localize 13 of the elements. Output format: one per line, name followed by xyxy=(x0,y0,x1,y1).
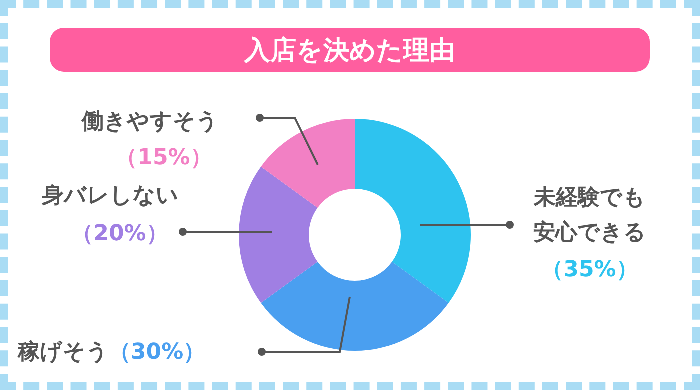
slice-label: 働きやすそう xyxy=(81,110,219,134)
slice-label: 未経験でも安心できる xyxy=(533,186,646,246)
slice-label: 稼げそう xyxy=(17,340,109,364)
data-label: （35%） xyxy=(542,258,638,282)
donut-slice xyxy=(355,119,471,304)
donut-slice xyxy=(239,166,318,304)
data-label: （30%） xyxy=(109,340,206,364)
chart-title: 入店を決めた理由 xyxy=(50,28,650,72)
slice-label: 身バレしない xyxy=(41,184,179,208)
data-label: （20%） xyxy=(72,222,168,246)
donut-slice xyxy=(261,262,449,351)
data-label: （15%） xyxy=(116,146,212,170)
donut-slice xyxy=(261,119,355,208)
